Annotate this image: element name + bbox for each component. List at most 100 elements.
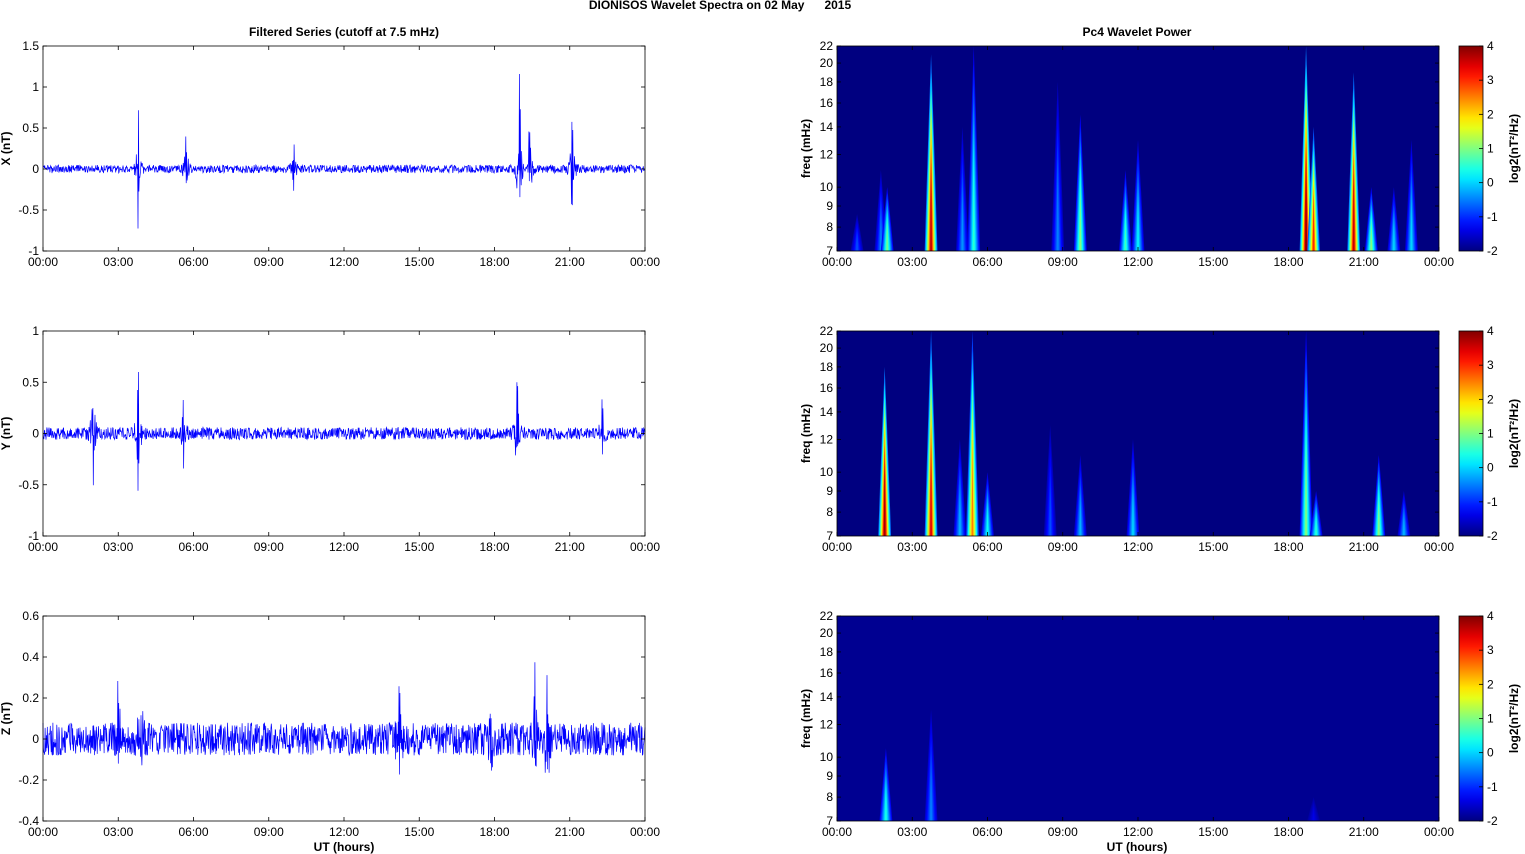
- power-event-10: [1377, 499, 1380, 536]
- colorbar-tick-label: 4: [1487, 39, 1494, 53]
- series-panel-z: 0.60.40.20-0.2-0.400:00 03:00 06:00 09:00 12…: [0, 609, 660, 839]
- power-event-15: [1410, 201, 1413, 251]
- x-tick-label: 18:00: [479, 825, 509, 839]
- series-panel-x: 1.510.50-0.5-100:00 03:00 06:00 09:00 12:00 1…: [0, 39, 660, 269]
- y-tick-label: 8: [826, 505, 833, 519]
- colorbar-tick-label: 3: [1487, 643, 1494, 657]
- power-events: [879, 710, 1320, 821]
- power-event-2: [959, 492, 961, 536]
- x-tick-label: 00:00: [28, 255, 58, 269]
- x-tick-label: 12:00: [329, 255, 359, 269]
- x-tick-label: 18:00: [1273, 540, 1303, 554]
- x-tick-label: 00:00: [1424, 825, 1454, 839]
- y-axis-label-x: X (nT): [0, 132, 13, 166]
- colorbar-tick-label: 3: [1487, 73, 1494, 87]
- x-tick-label: 00:00: [28, 540, 58, 554]
- power-events: [850, 46, 1418, 251]
- y-tick-label: 0.5: [22, 375, 39, 389]
- y-tick-label: 10: [820, 465, 834, 479]
- x-tick-label: 18:00: [479, 255, 509, 269]
- x-tick-label: 21:00: [1349, 540, 1379, 554]
- colorbar-label: log2(nT²/Hz): [1507, 399, 1521, 468]
- colorbar-y: 4 3 2 1 0 -1 -2 log2(nT²/Hz): [1458, 324, 1521, 543]
- colorbar-tick-label: -1: [1487, 780, 1498, 794]
- power-event-9: [1137, 201, 1139, 251]
- y-tick-label: 7: [826, 814, 833, 828]
- y-tick-label: 14: [820, 405, 834, 419]
- x-tick-label: 06:00: [178, 540, 208, 554]
- y-tick-label: 0.2: [22, 691, 39, 705]
- y-tick-label: 16: [820, 381, 834, 395]
- y-tick-label: 8: [826, 220, 833, 234]
- x-tick-label: 12:00: [1123, 540, 1153, 554]
- power-event-0: [885, 788, 887, 821]
- x-tick-label: 09:00: [1048, 540, 1078, 554]
- x-tick-label: 21:00: [555, 255, 585, 269]
- y-axis-label-z: Z (nT): [0, 702, 13, 735]
- power-event-4: [986, 507, 989, 536]
- y-tick-label: 9: [826, 484, 833, 498]
- colorbar-tick-label: -1: [1487, 210, 1498, 224]
- y-tick-label: 1: [32, 324, 39, 338]
- power-event-1: [930, 771, 932, 821]
- y-tick-label: 16: [820, 96, 834, 110]
- y-tick-label: 18: [820, 645, 834, 659]
- x-tick-label: 15:00: [1198, 825, 1228, 839]
- power-event-5: [972, 158, 975, 251]
- x-tick-label: 18:00: [1273, 825, 1303, 839]
- y-tick-label: -1: [28, 529, 39, 543]
- x-tick-label: 09:00: [1048, 255, 1078, 269]
- y-tick-label: 22: [820, 609, 834, 623]
- power-event-7: [1132, 492, 1134, 536]
- x-tick-label: 12:00: [1123, 825, 1153, 839]
- x-tick-label: 03:00: [897, 825, 927, 839]
- colorbar-tick-label: -2: [1487, 814, 1498, 828]
- freq-axis-label: freq (mHz): [799, 404, 813, 463]
- x-tick-label: 03:00: [103, 255, 133, 269]
- colorbar-label: log2(nT²/Hz): [1507, 114, 1521, 183]
- colorbar-tick-label: 0: [1487, 461, 1494, 475]
- x-tick-label: 00:00: [630, 540, 660, 554]
- x-tick-label: 15:00: [1198, 255, 1228, 269]
- y-tick-label: 22: [820, 324, 834, 338]
- y-tick-label: 10: [820, 180, 834, 194]
- power-event-1: [930, 443, 932, 536]
- x-tick-label: 03:00: [897, 255, 927, 269]
- x-tick-label: 00:00: [630, 825, 660, 839]
- y-tick-label: 20: [820, 56, 834, 70]
- series-trace-y: [42, 371, 646, 491]
- y-tick-label: 12: [820, 433, 834, 447]
- x-axis-label-left: UT (hours): [314, 840, 375, 854]
- axes-frame: [42, 45, 646, 252]
- power-event-7: [1079, 189, 1082, 251]
- y-tick-label: 0: [32, 427, 39, 441]
- y-tick-label: 12: [820, 718, 834, 732]
- x-tick-label: 18:00: [479, 540, 509, 554]
- x-tick-label: 03:00: [897, 540, 927, 554]
- y-tick-label: 14: [820, 690, 834, 704]
- y-tick-label: -0.2: [18, 773, 39, 787]
- colorbar-tick-label: 1: [1487, 142, 1494, 156]
- x-tick-label: 06:00: [972, 540, 1002, 554]
- power-event-2: [886, 222, 889, 251]
- colorbar-tick-label: 2: [1487, 107, 1494, 121]
- x-tick-label: 21:00: [555, 540, 585, 554]
- power-event-12: [1352, 170, 1355, 251]
- power-event-1: [879, 214, 882, 251]
- y-axis-label-y: Y (nT): [0, 417, 13, 451]
- x-tick-label: 00:00: [822, 540, 852, 554]
- power-event-6: [1056, 174, 1059, 251]
- colorbar-tick-label: 2: [1487, 677, 1494, 691]
- x-tick-label: 03:00: [103, 540, 133, 554]
- y-tick-label: 20: [820, 626, 834, 640]
- series-trace-x: [42, 73, 646, 229]
- x-tick-label: 00:00: [1424, 540, 1454, 554]
- y-tick-label: 0: [32, 162, 39, 176]
- left-column-title: Filtered Series (cutoff at 7.5 mHz): [249, 25, 439, 39]
- x-tick-label: 12:00: [329, 540, 359, 554]
- x-tick-label: 18:00: [1273, 255, 1303, 269]
- y-tick-label: 0: [32, 732, 39, 746]
- y-tick-label: 8: [826, 790, 833, 804]
